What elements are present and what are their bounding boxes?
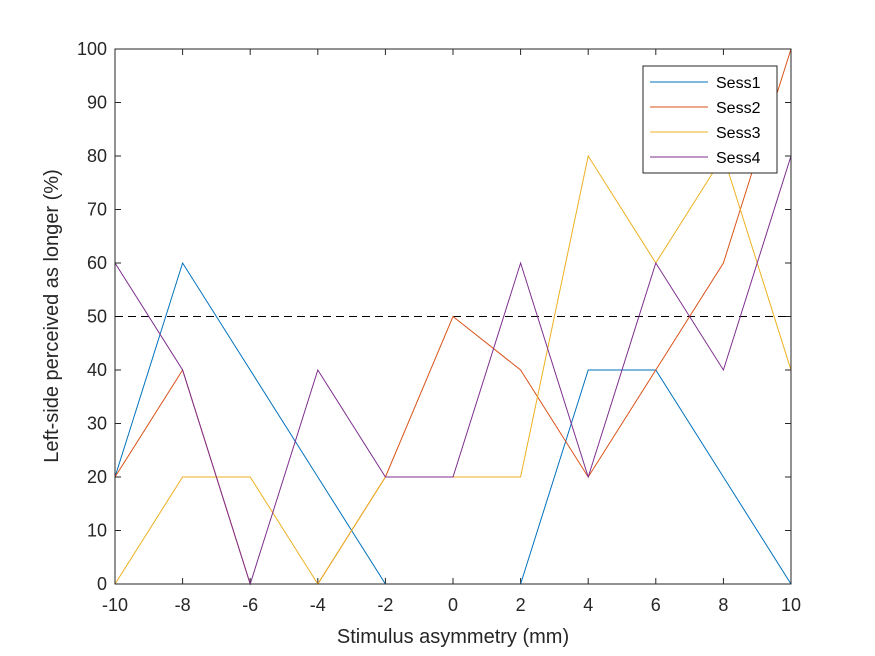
y-tick-label: 30 bbox=[87, 414, 107, 434]
x-tick-label: 6 bbox=[651, 595, 661, 615]
x-tick-label: 10 bbox=[781, 595, 801, 615]
y-axis-ticks: 0 10 20 30 40 50 60 70 80 90 100 bbox=[77, 39, 791, 594]
y-tick-label: 80 bbox=[87, 146, 107, 166]
x-tick-label: 0 bbox=[448, 595, 458, 615]
x-tick-label: -6 bbox=[242, 595, 258, 615]
legend-label-sess3: Sess3 bbox=[716, 125, 761, 142]
x-tick-label: -8 bbox=[175, 595, 191, 615]
x-tick-label: -4 bbox=[310, 595, 326, 615]
y-tick-label: 100 bbox=[77, 39, 107, 59]
y-tick-label: 40 bbox=[87, 360, 107, 380]
x-tick-label: -2 bbox=[377, 595, 393, 615]
legend-label-sess1: Sess1 bbox=[716, 75, 761, 92]
x-tick-label: 8 bbox=[718, 595, 728, 615]
y-tick-label: 60 bbox=[87, 253, 107, 273]
series-line-sess4 bbox=[114, 155, 792, 586]
y-tick-label: 0 bbox=[97, 574, 107, 594]
x-tick-label: 4 bbox=[583, 595, 593, 615]
y-tick-label: 20 bbox=[87, 467, 107, 487]
y-tick-label: 10 bbox=[87, 521, 107, 541]
x-axis-label: Stimulus asymmetry (mm) bbox=[337, 626, 569, 648]
y-tick-label: 70 bbox=[87, 200, 107, 220]
y-axis-label: Left-side perceived as longer (%) bbox=[41, 169, 63, 462]
y-tick-label: 90 bbox=[87, 93, 107, 113]
legend-label-sess2: Sess2 bbox=[716, 100, 761, 117]
y-tick-label: 50 bbox=[87, 307, 107, 327]
x-tick-label: 2 bbox=[516, 595, 526, 615]
x-axis-ticks: -10 -8 -6 -4 -2 0 2 4 6 8 10 bbox=[102, 49, 801, 615]
legend-label-sess4: Sess4 bbox=[716, 150, 761, 167]
legend: Sess1 Sess2 Sess3 Sess4 bbox=[642, 65, 778, 174]
x-tick-label: -10 bbox=[102, 595, 128, 615]
plot-frame bbox=[114, 48, 792, 585]
legend-box bbox=[642, 65, 778, 174]
